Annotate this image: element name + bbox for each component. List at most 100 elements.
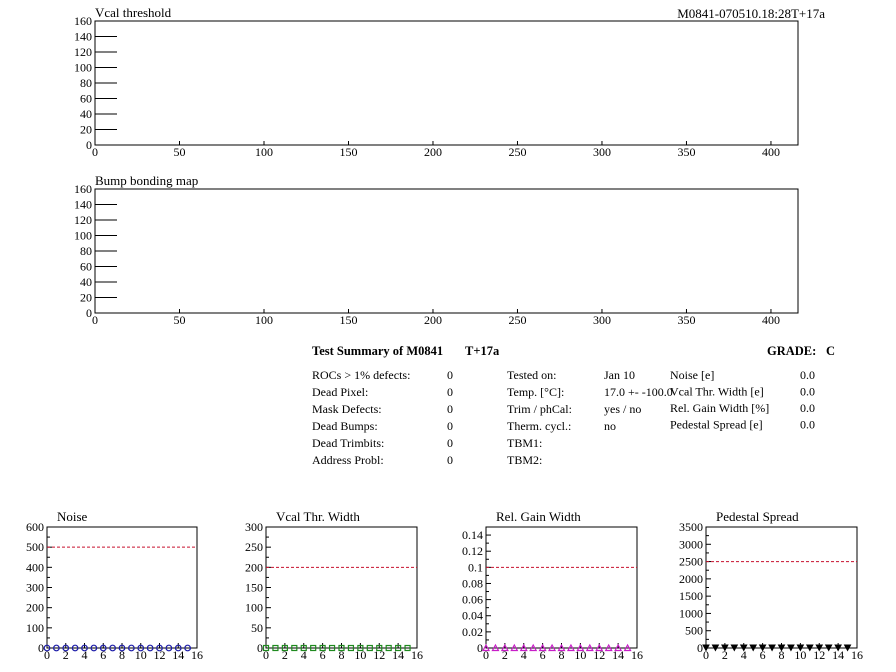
data-point	[62, 644, 70, 652]
y-tick-label: 300	[26, 581, 44, 595]
data-point	[787, 644, 795, 652]
y-tick-label: 0	[257, 641, 263, 655]
x-tick-label: 250	[508, 145, 526, 159]
data-point	[623, 643, 632, 652]
y-tick-label: 160	[74, 182, 92, 196]
pedestal-spread-plot: Pedestal Spread0500100015002000250030003…	[679, 509, 863, 662]
x-tick-label: 2	[722, 648, 728, 662]
y-tick-label: 100	[245, 601, 263, 615]
data-point	[109, 644, 117, 652]
summary-middle-label: TBM1:	[507, 436, 542, 450]
x-tick-label: 400	[762, 313, 780, 327]
data-point	[749, 644, 758, 652]
data-point	[99, 644, 107, 652]
y-tick-label: 400	[26, 560, 44, 574]
y-tick-label: 3500	[679, 520, 703, 534]
x-tick-label: 2	[502, 648, 508, 662]
data-point	[52, 644, 60, 652]
data-point	[395, 644, 402, 652]
x-tick-label: 0	[263, 648, 269, 662]
data-point	[758, 644, 767, 652]
x-tick-label: 14	[392, 648, 404, 662]
data-point	[739, 644, 748, 652]
y-tick-label: 200	[26, 601, 44, 615]
y-tick-label: 2500	[679, 555, 703, 569]
summary-left-value: 0	[447, 402, 453, 416]
x-tick-label: 8	[559, 648, 565, 662]
x-tick-label: 250	[508, 313, 526, 327]
data-point	[796, 644, 805, 652]
plot-frame	[265, 526, 418, 649]
y-tick-label: 40	[80, 275, 92, 289]
summary-left-label: Dead Bumps:	[312, 419, 378, 433]
data-point	[604, 643, 613, 652]
y-tick-label: 0.02	[462, 625, 483, 639]
summary-left-value: 0	[447, 385, 453, 399]
x-tick-label: 12	[593, 648, 605, 662]
x-tick-label: 4	[301, 648, 307, 662]
data-point	[805, 644, 814, 652]
y-tick-label: 600	[26, 520, 44, 534]
summary-right-label: Pedestal Spread [e]	[670, 418, 763, 432]
data-point	[90, 644, 98, 652]
x-tick-label: 0	[703, 648, 709, 662]
plot-frame	[485, 526, 638, 649]
summary-left-value: 0	[447, 368, 453, 382]
y-tick-label: 0	[477, 641, 483, 655]
y-tick-label: 500	[685, 624, 703, 638]
x-tick-label: 12	[154, 648, 166, 662]
data-point	[262, 644, 270, 652]
data-point	[127, 644, 135, 652]
y-tick-label: 1500	[679, 589, 703, 603]
summary-middle-label: TBM2:	[507, 453, 542, 467]
data-point	[165, 644, 173, 652]
data-point	[548, 643, 557, 652]
data-point	[711, 644, 720, 652]
x-tick-label: 50	[173, 145, 185, 159]
y-tick-label: 100	[26, 621, 44, 635]
x-tick-label: 0	[483, 648, 489, 662]
x-tick-label: 12	[373, 648, 385, 662]
data-point	[576, 643, 585, 652]
plot-frame	[94, 20, 799, 146]
summary-left-label: Mask Defects:	[312, 402, 382, 416]
data-point	[291, 644, 298, 652]
y-tick-label: 80	[80, 244, 92, 258]
x-tick-label: 6	[320, 648, 326, 662]
data-point	[614, 643, 623, 652]
module-id-label: M0841-070510.18:28T+17a	[677, 6, 825, 21]
y-tick-label: 250	[245, 540, 263, 554]
y-tick-label: 2000	[679, 572, 703, 586]
summary-middle-value: Jan 10	[604, 368, 635, 382]
plot-frame	[94, 188, 799, 314]
data-point	[824, 644, 833, 652]
x-tick-label: 100	[255, 145, 273, 159]
y-tick-label: 60	[80, 92, 92, 106]
x-tick-label: 8	[779, 648, 785, 662]
y-tick-label: 200	[245, 560, 263, 574]
data-point	[585, 643, 594, 652]
plot-frame	[46, 526, 198, 649]
y-tick-label: 3000	[679, 537, 703, 551]
data-point	[184, 644, 192, 652]
grade-value: C	[826, 344, 835, 358]
y-tick-label: 0.06	[462, 593, 483, 607]
data-point	[71, 644, 79, 652]
chart-title: Pedestal Spread	[716, 509, 799, 524]
summary-test: T+17a	[465, 344, 500, 358]
x-tick-label: 2	[63, 648, 69, 662]
summary-right-value: 0.0	[800, 401, 815, 415]
data-point	[366, 644, 373, 652]
x-tick-label: 2	[282, 648, 288, 662]
summary-right-value: 0.0	[800, 385, 815, 399]
data-point	[595, 643, 604, 652]
chart-title: Vcal threshold	[95, 5, 172, 20]
data-point	[357, 644, 364, 652]
chart-title: Noise	[57, 509, 88, 524]
y-tick-label: 140	[74, 30, 92, 44]
summary-left-label: ROCs > 1% defects:	[312, 368, 410, 382]
data-point	[538, 643, 547, 652]
summary-title: Test Summary of M0841	[312, 344, 443, 358]
data-point	[328, 644, 336, 652]
